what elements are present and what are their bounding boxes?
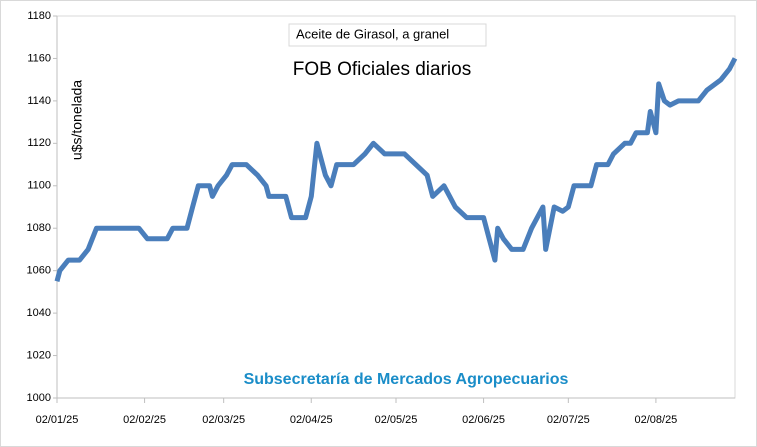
subtitle-box — [288, 23, 487, 47]
y-tick-label: 1040 — [27, 307, 51, 319]
x-tick-label: 02/06/25 — [462, 414, 505, 426]
x-tick-label: 02/03/25 — [202, 414, 245, 426]
y-tick-label: 1180 — [27, 10, 51, 22]
y-tick-label: 1120 — [27, 137, 51, 149]
x-tick-label: 02/08/25 — [634, 414, 677, 426]
y-tick-label: 1000 — [27, 392, 51, 404]
x-tick-label: 02/05/25 — [375, 414, 418, 426]
y-axis-label: u$s/tonelada — [69, 80, 85, 160]
y-tick-label: 1140 — [27, 95, 51, 107]
y-tick-label: 1020 — [27, 349, 51, 361]
y-tick-label: 1100 — [27, 180, 51, 192]
y-tick-label: 1060 — [27, 265, 51, 277]
x-tick-label: 02/04/25 — [290, 414, 333, 426]
source-note: Subsecretaría de Mercados Agropecuarios — [244, 371, 569, 388]
x-tick-label: 02/01/25 — [36, 414, 79, 426]
y-tick-label: 1080 — [27, 222, 51, 234]
chart-subtitle: Aceite de Girasol, a granel — [296, 26, 449, 41]
y-tick-label: 1160 — [27, 52, 51, 64]
data-line — [54, 57, 738, 282]
x-tick-label: 02/07/25 — [547, 414, 590, 426]
x-tick-label: 02/02/25 — [123, 414, 166, 426]
chart-title: FOB Oficiales diarios — [293, 59, 471, 80]
